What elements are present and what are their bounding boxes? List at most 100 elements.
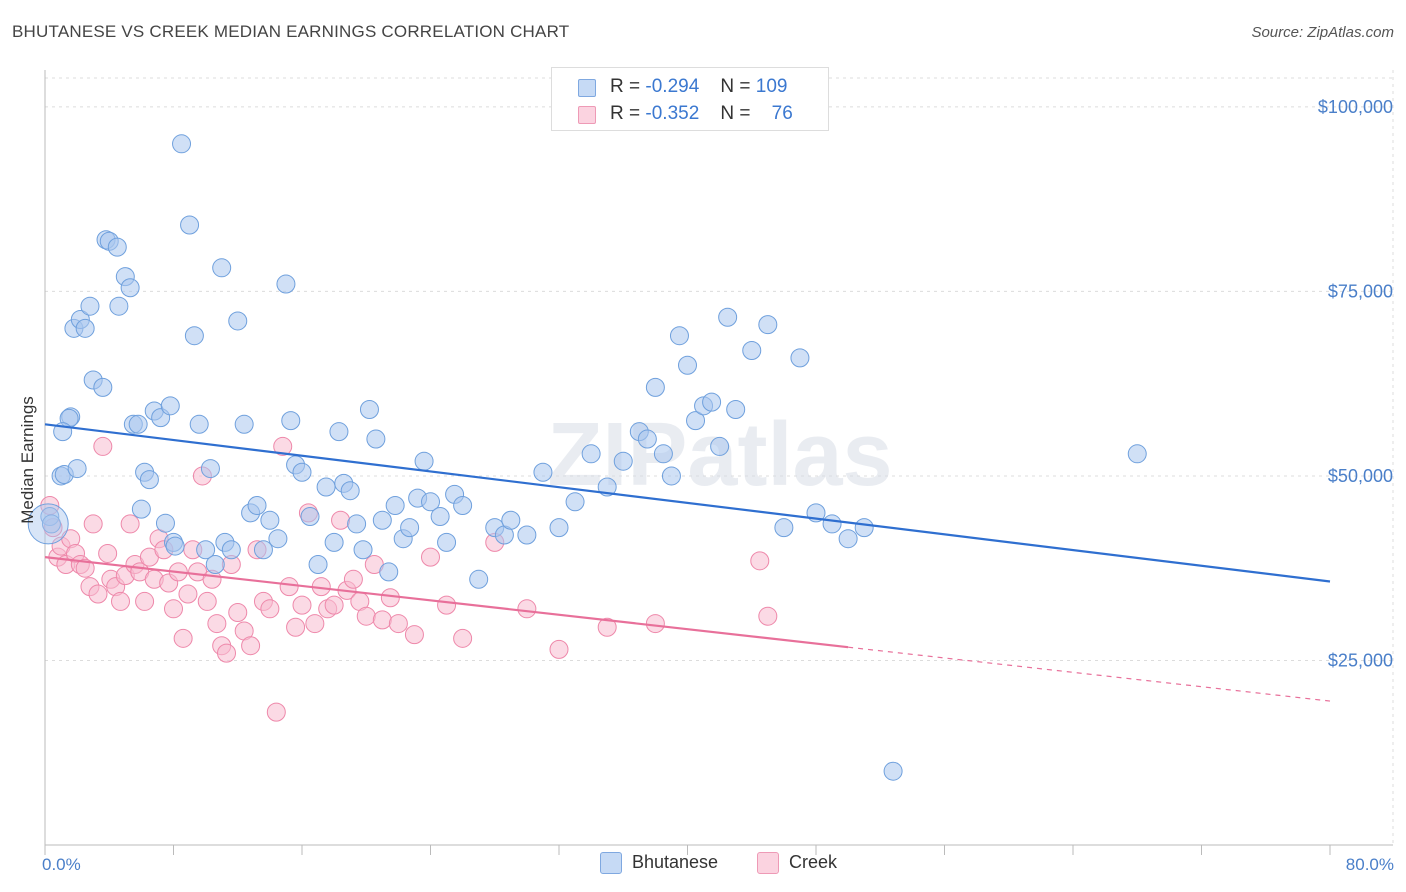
creek-point xyxy=(173,628,193,648)
bhutanese-point xyxy=(281,411,301,431)
bhutanese-point xyxy=(155,513,175,533)
legend-r-label: R = xyxy=(610,103,641,124)
bhutanese-point xyxy=(160,396,180,416)
bhutanese-points xyxy=(27,134,1147,781)
legend-n-value: 109 xyxy=(755,76,788,97)
bhutanese-trend-line xyxy=(44,423,1331,583)
bhutanese-point xyxy=(533,462,553,482)
bhutanese-point xyxy=(184,326,204,346)
y-tick-label: $50,000 xyxy=(1328,466,1393,486)
y-axis-label: Median Earnings xyxy=(18,396,37,524)
creek-point xyxy=(75,558,95,578)
creek-point xyxy=(266,702,286,722)
creek-point xyxy=(549,639,569,659)
bhutanese-point xyxy=(501,510,521,530)
legend-n-label: N = xyxy=(720,76,751,97)
legend-n-label: N = xyxy=(720,103,751,124)
bhutanese-point xyxy=(414,451,434,471)
correlation-legend: R = -0.294 N = 109 R = -0.352 N = 76 xyxy=(551,67,829,131)
bhutanese-point xyxy=(669,326,689,346)
creek-point xyxy=(260,599,280,619)
bhutanese-point xyxy=(41,514,61,534)
creek-trend-line xyxy=(44,556,849,649)
chart-title: BHUTANESE VS CREEK MEDIAN EARNINGS CORRE… xyxy=(12,22,570,41)
creek-point xyxy=(404,625,424,645)
bhutanese-point xyxy=(93,377,113,397)
bhutanese-point xyxy=(292,462,312,482)
creek-point xyxy=(324,595,344,615)
bhutanese-point xyxy=(742,340,762,360)
bhutanese-point xyxy=(27,503,69,545)
bhutanese-point xyxy=(340,481,360,501)
bhutanese-point xyxy=(790,348,810,368)
y-tick-label: $100,000 xyxy=(1318,97,1393,117)
bhutanese-point xyxy=(109,296,129,316)
creek-point xyxy=(207,614,227,634)
creek-point xyxy=(178,584,198,604)
bhutanese-point xyxy=(437,532,457,552)
bottom-legend-label: Creek xyxy=(789,852,838,872)
bhutanese-point xyxy=(205,555,225,575)
bottom-legend-label: Bhutanese xyxy=(632,852,719,872)
bhutanese-point xyxy=(212,258,232,278)
bhutanese-point xyxy=(838,529,858,549)
creek-point xyxy=(88,584,108,604)
bhutanese-point xyxy=(67,459,87,479)
bhutanese-point xyxy=(75,318,95,338)
creek-point xyxy=(356,606,376,626)
bhutanese-point xyxy=(196,540,216,560)
bhutanese-point xyxy=(702,392,722,412)
bhutanese-point xyxy=(774,518,794,538)
axes xyxy=(44,70,1393,855)
bhutanese-point xyxy=(268,529,288,549)
bhutanese-point xyxy=(165,536,185,556)
bhutanese-point xyxy=(645,377,665,397)
bhutanese-point xyxy=(453,495,473,515)
x-tick-label: 0.0% xyxy=(42,855,81,874)
bhutanese-point xyxy=(180,215,200,235)
bhutanese-point xyxy=(637,429,657,449)
bhutanese-point xyxy=(329,422,349,442)
bhutanese-point xyxy=(131,499,151,519)
bhutanese-point xyxy=(260,510,280,530)
legend-r-value: -0.352 xyxy=(645,103,700,124)
creek-point xyxy=(135,591,155,611)
bhutanese-point xyxy=(353,540,373,560)
bhutanese-point xyxy=(385,495,405,515)
creek-point xyxy=(305,614,325,634)
creek-point xyxy=(388,614,408,634)
bhutanese-point xyxy=(549,518,569,538)
bhutanese-point xyxy=(678,355,697,375)
creek-point xyxy=(279,577,299,597)
bhutanese-point xyxy=(653,444,673,464)
bhutanese-point xyxy=(430,507,450,527)
bhutanese-point xyxy=(128,414,148,434)
bhutanese-point xyxy=(400,518,420,538)
creek-point xyxy=(83,514,103,534)
creek-point xyxy=(380,588,400,608)
creek-point xyxy=(517,599,537,619)
bhutanese-point xyxy=(253,540,273,560)
legend-r-value: -0.294 xyxy=(645,76,700,97)
bhutanese-point xyxy=(686,411,706,431)
bhutanese-point xyxy=(883,761,903,781)
bhutanese-point xyxy=(1127,444,1147,464)
bhutanese-point xyxy=(200,459,220,479)
legend-r-label: R = xyxy=(610,76,641,97)
creek-point xyxy=(217,643,237,663)
creek-trend-extension xyxy=(848,646,1331,702)
bhutanese-point xyxy=(189,414,209,434)
bhutanese-point xyxy=(228,311,248,331)
bhutanese-point xyxy=(517,525,537,545)
bhutanese-point xyxy=(726,400,746,420)
creek-point xyxy=(228,603,248,622)
bhutanese-point xyxy=(565,492,585,512)
bhutanese-point xyxy=(822,514,842,534)
legend-n-value: 76 xyxy=(771,103,793,124)
source-credit: Source: ZipAtlas.com xyxy=(1251,24,1394,41)
bhutanese-point xyxy=(316,477,336,497)
creek-point xyxy=(758,606,778,626)
creek-point xyxy=(750,551,770,571)
bhutanese-point xyxy=(347,514,367,534)
